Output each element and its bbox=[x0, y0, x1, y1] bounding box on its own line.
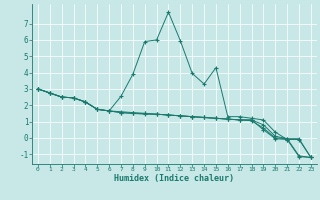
X-axis label: Humidex (Indice chaleur): Humidex (Indice chaleur) bbox=[115, 174, 234, 183]
